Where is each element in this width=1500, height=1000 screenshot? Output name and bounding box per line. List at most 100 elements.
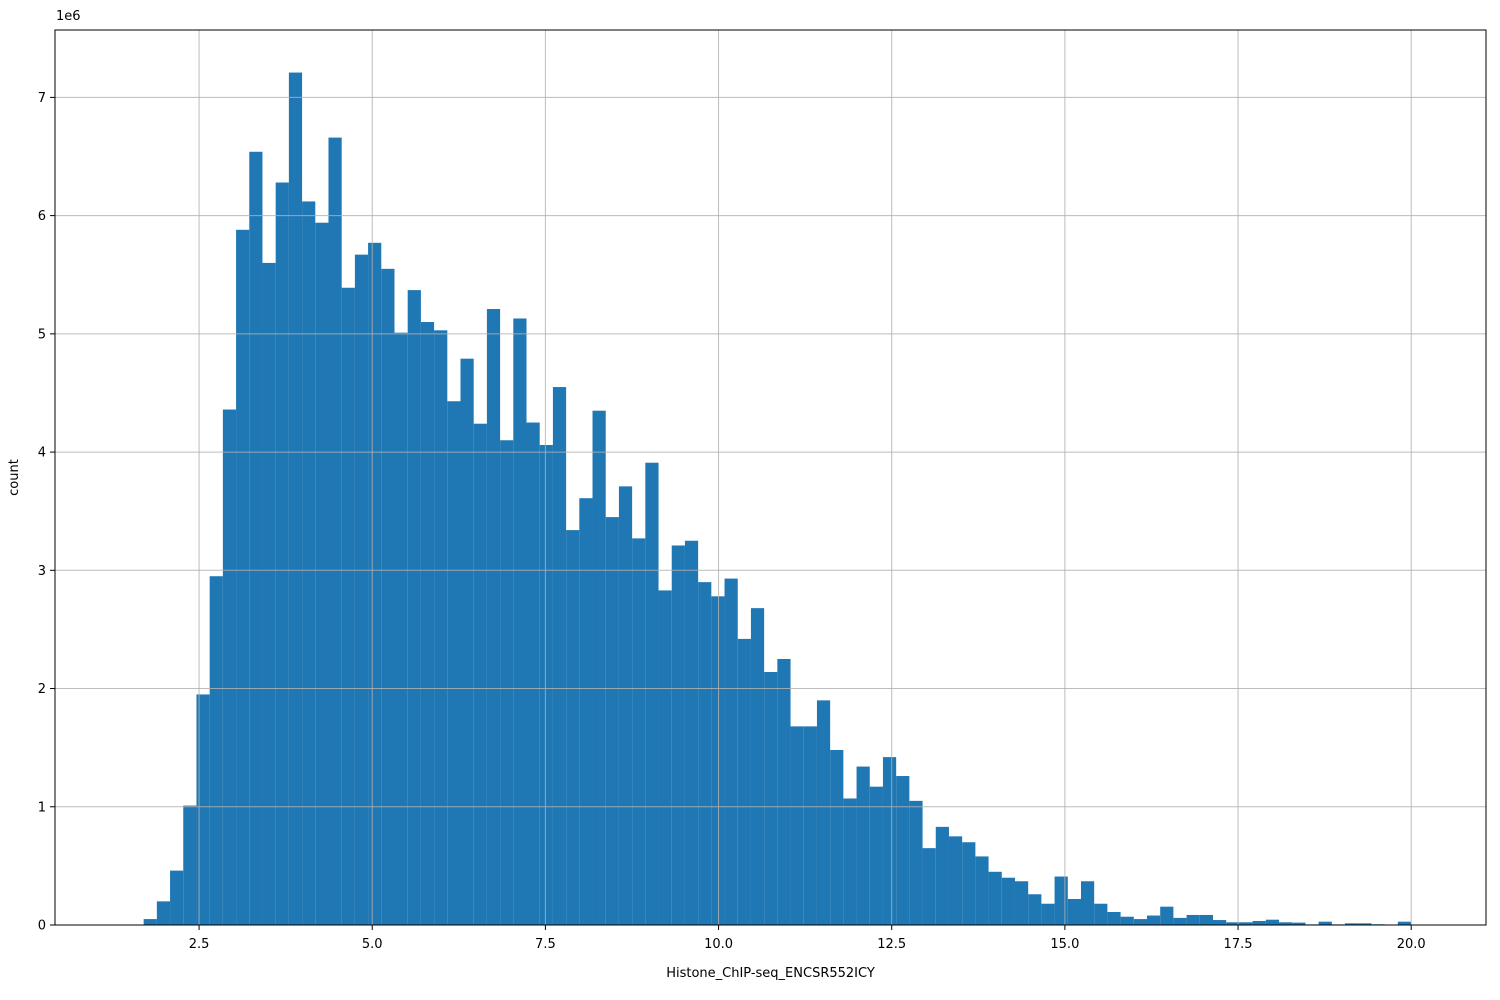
histogram-bar bbox=[407, 290, 421, 925]
histogram-bar bbox=[262, 262, 276, 925]
histogram-bar bbox=[645, 462, 659, 925]
y-tick-label: 1 bbox=[38, 800, 46, 815]
histogram-bar bbox=[341, 287, 355, 925]
histogram-bar bbox=[354, 254, 369, 925]
y-axis-offset-label: 1e6 bbox=[56, 9, 81, 24]
histogram-bar bbox=[1160, 906, 1174, 925]
histogram-bar bbox=[1001, 877, 1015, 925]
histogram-bar bbox=[394, 332, 408, 925]
histogram-bar bbox=[328, 137, 342, 925]
histogram-bar bbox=[1186, 914, 1200, 925]
histogram-bar bbox=[1292, 922, 1306, 925]
x-tick-label: 12.5 bbox=[877, 937, 906, 952]
x-tick-label: 17.5 bbox=[1224, 937, 1253, 952]
histogram-bar bbox=[526, 422, 540, 925]
x-tick-label: 20.0 bbox=[1397, 937, 1426, 952]
histogram-bar bbox=[856, 766, 870, 925]
histogram-bar bbox=[671, 545, 685, 925]
histogram-bar bbox=[447, 401, 461, 926]
histogram-bar bbox=[1252, 920, 1266, 925]
histogram-bar bbox=[632, 538, 646, 925]
histogram-bar bbox=[156, 901, 171, 925]
histogram-bar bbox=[209, 576, 223, 925]
histogram-bar bbox=[1120, 916, 1134, 925]
histogram-bar bbox=[843, 798, 857, 925]
histogram-bar bbox=[170, 870, 184, 925]
histogram-bar bbox=[1239, 922, 1253, 925]
histogram-bar bbox=[790, 726, 804, 925]
histogram-bar bbox=[143, 919, 157, 925]
histogram-bar bbox=[1094, 903, 1108, 925]
histogram-bar bbox=[434, 330, 448, 925]
histogram-bar bbox=[420, 322, 435, 926]
histogram-bar bbox=[196, 694, 210, 925]
y-tick-label: 0 bbox=[38, 919, 46, 934]
histogram-bar bbox=[698, 582, 712, 925]
histogram-bar bbox=[1265, 919, 1280, 925]
histogram-bar bbox=[684, 540, 699, 925]
histogram-bar bbox=[830, 750, 844, 925]
axes-frame bbox=[54, 29, 1487, 926]
y-tick-label: 4 bbox=[38, 446, 46, 461]
histogram-bar bbox=[711, 596, 725, 925]
histogram-bar bbox=[381, 268, 395, 925]
histogram-bar bbox=[473, 423, 487, 925]
histogram-bar bbox=[236, 229, 250, 925]
histogram-bar bbox=[1226, 922, 1240, 925]
histogram-bar bbox=[1358, 923, 1372, 925]
histogram-bar bbox=[368, 242, 382, 926]
histogram-bar bbox=[1107, 911, 1121, 925]
histogram-bar bbox=[922, 848, 936, 925]
histogram-bar bbox=[460, 358, 474, 926]
histogram-bar bbox=[882, 757, 897, 925]
histogram-bar bbox=[315, 222, 329, 925]
histogram-bar bbox=[1133, 919, 1147, 925]
histogram-bar bbox=[592, 410, 606, 925]
histogram-bar bbox=[222, 409, 237, 925]
x-tick-label: 5.0 bbox=[362, 937, 383, 952]
histogram-bar bbox=[777, 658, 791, 925]
histogram-bar bbox=[750, 608, 765, 925]
histogram-bar bbox=[1213, 920, 1227, 925]
histogram-bar bbox=[764, 671, 778, 925]
histogram-bar bbox=[566, 530, 580, 925]
histogram-bar bbox=[896, 776, 910, 925]
histogram-bar bbox=[869, 786, 883, 925]
histogram-bar bbox=[962, 842, 976, 925]
histogram-bar bbox=[1279, 922, 1293, 925]
y-tick-label: 7 bbox=[38, 91, 46, 106]
histogram-bar bbox=[988, 871, 1002, 925]
histogram-bar bbox=[579, 498, 593, 925]
histogram-bar bbox=[552, 387, 567, 925]
y-axis-label: count bbox=[7, 459, 22, 496]
histogram-bar bbox=[288, 72, 303, 925]
histogram-bar bbox=[948, 836, 963, 925]
histogram-bar bbox=[302, 201, 316, 925]
histogram-bar bbox=[486, 309, 501, 925]
histogram-bar bbox=[1199, 914, 1214, 925]
histogram-bar bbox=[1041, 903, 1055, 925]
histogram-bar bbox=[816, 700, 831, 925]
y-tick-label: 5 bbox=[38, 327, 46, 342]
x-tick-label: 10.0 bbox=[704, 937, 733, 952]
histogram-bar bbox=[513, 318, 527, 925]
histogram-bar bbox=[183, 805, 197, 925]
histogram-bar bbox=[1345, 923, 1359, 925]
histogram-bar bbox=[737, 638, 751, 925]
x-tick-label: 15.0 bbox=[1050, 937, 1079, 952]
histogram-bar bbox=[658, 590, 672, 925]
histogram-bar bbox=[1173, 917, 1187, 925]
histogram-bar bbox=[1080, 881, 1095, 925]
histogram-bar bbox=[909, 800, 923, 925]
histogram-bar bbox=[618, 486, 633, 925]
histogram-bar bbox=[1067, 898, 1081, 925]
histogram-bar bbox=[975, 856, 989, 925]
histogram-bar bbox=[1397, 921, 1412, 925]
histogram-bar bbox=[275, 182, 289, 926]
histogram-bar bbox=[500, 440, 514, 925]
y-tick-label: 3 bbox=[38, 564, 46, 579]
histogram-bar bbox=[1014, 881, 1029, 925]
histogram-bar bbox=[539, 444, 553, 925]
